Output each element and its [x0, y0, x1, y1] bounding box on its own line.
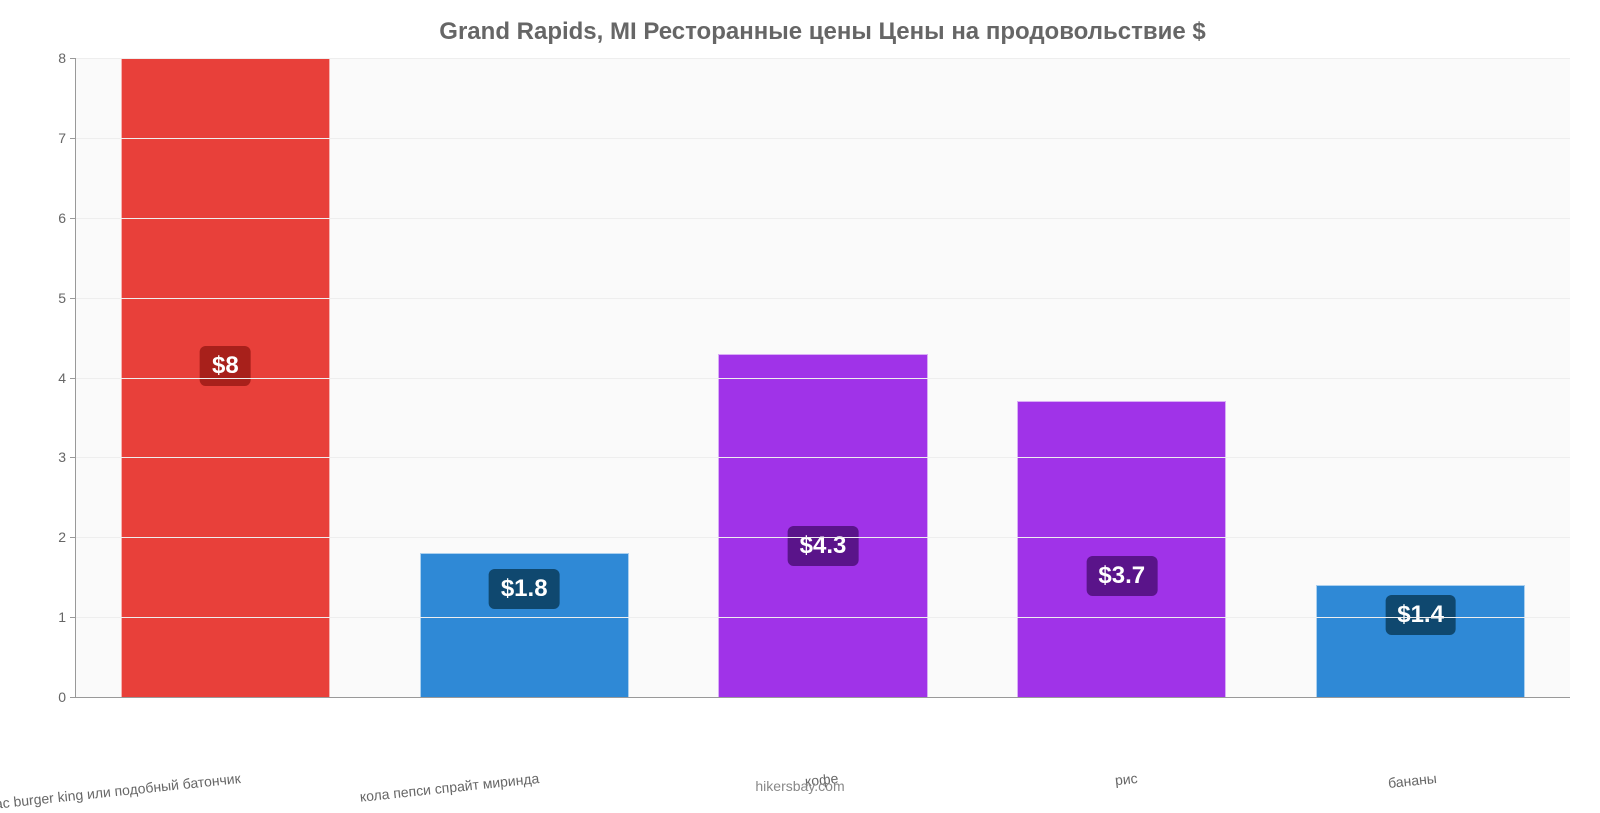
bar: $1.4	[1316, 585, 1525, 697]
grid-line	[76, 378, 1570, 379]
y-tick-mark	[70, 298, 76, 299]
chart-container: Grand Rapids, MI Ресторанные цены Цены н…	[0, 0, 1600, 800]
y-tick-mark	[70, 378, 76, 379]
y-tick-mark	[70, 537, 76, 538]
y-tick-mark	[70, 697, 76, 698]
grid-line	[76, 457, 1570, 458]
plot-area: $8$1.8$4.3$3.7$1.4 012345678	[75, 58, 1570, 698]
grid-line	[76, 617, 1570, 618]
y-tick-mark	[70, 138, 76, 139]
value-badge: $1.8	[489, 569, 560, 609]
bar: $4.3	[718, 354, 927, 697]
value-badge: $8	[200, 346, 251, 386]
grid-line	[76, 138, 1570, 139]
y-tick-mark	[70, 457, 76, 458]
value-badge: $3.7	[1086, 556, 1157, 596]
y-tick-mark	[70, 617, 76, 618]
grid-line	[76, 298, 1570, 299]
grid-line	[76, 58, 1570, 59]
bar: $3.7	[1017, 401, 1226, 697]
value-badge: $4.3	[788, 526, 859, 566]
chart-title: Grand Rapids, MI Ресторанные цены Цены н…	[75, 18, 1570, 46]
value-badge: $1.4	[1385, 595, 1456, 635]
grid-line	[76, 537, 1570, 538]
chart-caption: hikersbay.com	[0, 778, 1600, 794]
y-tick-mark	[70, 58, 76, 59]
bar: $1.8	[420, 553, 629, 697]
grid-line	[76, 218, 1570, 219]
y-tick-mark	[70, 218, 76, 219]
